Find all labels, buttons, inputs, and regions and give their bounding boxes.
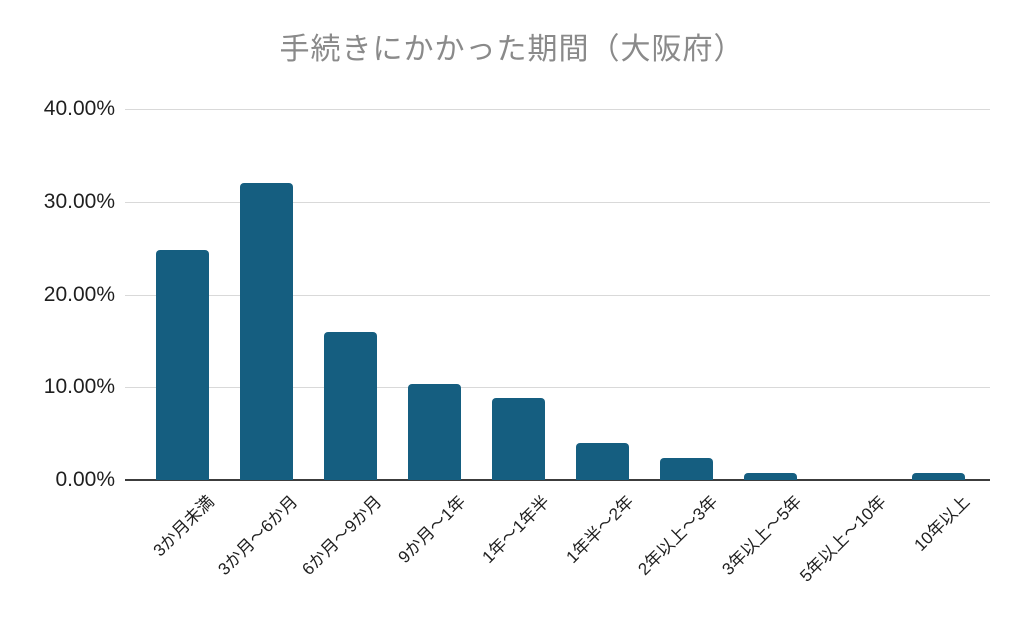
y-tick-label: 0.00% xyxy=(55,468,115,491)
bar xyxy=(491,398,545,480)
y-tick-label: 30.00% xyxy=(43,189,115,213)
bar xyxy=(575,442,629,480)
gridline xyxy=(125,201,990,203)
gridline xyxy=(125,109,990,110)
x-tick-label: 3か月未満 xyxy=(149,492,218,561)
bar xyxy=(239,183,293,480)
gridline xyxy=(125,294,990,296)
x-tick-label: 9か月～1年 xyxy=(394,492,470,567)
x-tick-label: 1年～1年半 xyxy=(478,492,554,567)
bar xyxy=(155,249,209,480)
x-tick-label: 5年以上～10年 xyxy=(795,492,890,586)
y-tick-label: 20.00% xyxy=(43,282,115,306)
x-tick-label: 2年以上～3年 xyxy=(634,492,722,579)
x-tick-label: 3年以上～5年 xyxy=(718,492,806,579)
bar xyxy=(323,331,377,480)
y-tick-label: 40.00% xyxy=(43,97,115,120)
x-axis-line xyxy=(125,479,990,481)
bar xyxy=(659,457,713,480)
x-tick-label: 1年半～2年 xyxy=(562,492,638,567)
chart-title: 手続きにかかった期間（大阪府） xyxy=(279,33,745,66)
x-tick-label: 10年以上 xyxy=(910,492,974,555)
x-tick-label: 6か月～9か月 xyxy=(298,492,386,579)
gridline xyxy=(125,387,990,389)
x-tick-label: 3か月～6か月 xyxy=(214,492,302,579)
y-tick-label: 10.00% xyxy=(43,375,115,399)
bar xyxy=(743,472,797,480)
bar xyxy=(911,472,965,480)
bar xyxy=(407,383,461,480)
